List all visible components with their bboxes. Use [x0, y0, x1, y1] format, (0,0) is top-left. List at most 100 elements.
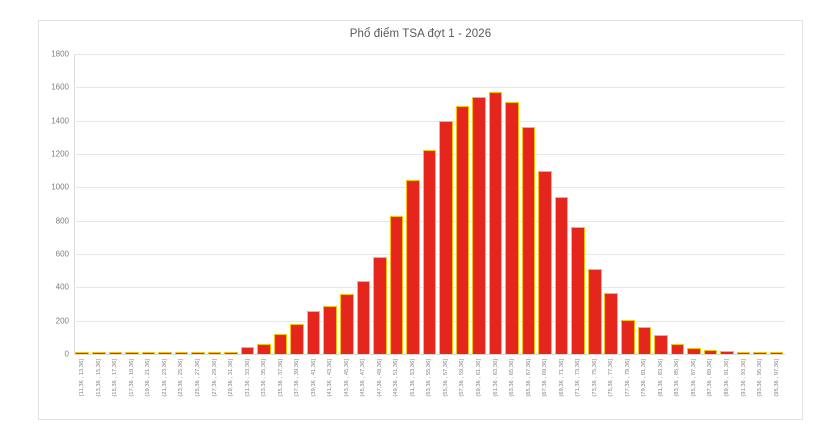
y-axis-tick-label: 1200 — [51, 149, 69, 159]
bar[interactable] — [108, 351, 123, 354]
x-label-slot: (33,36 , 35,36] — [256, 357, 273, 417]
bar[interactable] — [75, 351, 90, 354]
x-axis-tick-label: (17,36 , 19,36] — [128, 359, 135, 397]
chart-title: Phổ điểm TSA đợt 1 - 2026 — [349, 28, 492, 40]
bar[interactable] — [240, 346, 255, 354]
x-axis-tick-label: (15,36 , 17,36] — [112, 359, 119, 397]
bar[interactable] — [455, 105, 470, 354]
bar[interactable] — [505, 102, 519, 354]
bar[interactable] — [687, 348, 701, 354]
bar[interactable] — [224, 351, 238, 354]
bar[interactable] — [654, 334, 668, 354]
bar[interactable] — [720, 351, 734, 354]
bar-slot — [223, 54, 240, 354]
bar[interactable] — [373, 257, 387, 354]
bar[interactable] — [406, 179, 420, 354]
x-axis-tick-label: (47,36 , 49,36] — [376, 359, 383, 397]
bar-slot — [471, 54, 488, 354]
x-label-slot: (47,36 , 49,36] — [372, 357, 389, 417]
bar[interactable] — [488, 91, 503, 354]
bar[interactable] — [323, 305, 337, 354]
x-axis-tick-label: (79,36 , 81,36] — [641, 359, 648, 397]
y-axis-tick-label: 600 — [55, 249, 69, 259]
bar[interactable] — [174, 351, 189, 354]
bar[interactable] — [621, 319, 635, 354]
bar[interactable] — [389, 215, 404, 354]
x-label-slot: (37,36 , 39,36] — [289, 357, 306, 417]
bar-slot — [636, 54, 653, 354]
bar[interactable] — [604, 293, 619, 354]
bar-slot — [586, 54, 603, 354]
bar[interactable] — [158, 351, 172, 354]
x-axis-tick-label: (31,36 , 33,36] — [244, 359, 251, 397]
x-label-slot: (15,36 , 17,36] — [107, 357, 124, 417]
x-label-slot: (89,36 , 91,36] — [719, 357, 736, 417]
bar-slot — [173, 54, 190, 354]
x-label-slot: (91,36 , 93,36] — [735, 357, 752, 417]
bar[interactable] — [472, 96, 486, 354]
bar-slot — [339, 54, 356, 354]
x-axis-tick-label: (19,36 , 21,36] — [145, 359, 152, 397]
x-label-slot: (21,36 , 23,36] — [157, 357, 174, 417]
bar[interactable] — [554, 196, 569, 354]
bar-slot — [620, 54, 637, 354]
bar[interactable] — [587, 269, 602, 354]
bar-slot — [702, 54, 719, 354]
x-axis-tick-label: (23,36 , 25,36] — [178, 359, 185, 397]
x-axis-tick-label: (33,36 , 35,36] — [261, 359, 268, 397]
bar-slot — [487, 54, 504, 354]
x-axis-tick-label: (63,36 , 65,36] — [509, 359, 516, 397]
x-axis-tick-label: (55,36 , 57,36] — [442, 359, 449, 397]
bar[interactable] — [422, 149, 437, 354]
x-label-slot: (29,36 , 31,36] — [223, 357, 240, 417]
x-axis-tick-label: (71,36 , 73,36] — [575, 359, 582, 397]
bar-slot — [570, 54, 587, 354]
x-axis-tick-label: (43,36 , 45,36] — [343, 359, 350, 397]
bar-slot — [719, 54, 736, 354]
bar[interactable] — [339, 294, 354, 354]
bar-slot — [405, 54, 422, 354]
bar[interactable] — [538, 170, 552, 354]
bar[interactable] — [703, 349, 718, 354]
x-axis-tick-label: (85,36 , 87,36] — [690, 359, 697, 397]
bar[interactable] — [769, 351, 784, 354]
bar[interactable] — [439, 120, 453, 354]
bar[interactable] — [521, 126, 536, 354]
bar[interactable] — [571, 227, 585, 354]
bar[interactable] — [191, 351, 205, 354]
x-label-slot: (17,36 , 19,36] — [124, 357, 141, 417]
x-axis-tick-label: (81,36 , 83,36] — [657, 359, 664, 397]
x-label-slot: (41,36 , 43,36] — [322, 357, 339, 417]
x-label-slot: (27,36 , 29,36] — [206, 357, 223, 417]
bar-slot — [140, 54, 157, 354]
bar[interactable] — [290, 324, 304, 354]
x-axis-tick-label: (95,36 , 97,36] — [773, 359, 780, 397]
chart-container: Phổ điểm TSA đợt 1 - 2026 0 200 400 600 800 1… — [38, 20, 803, 420]
x-label-slot: (45,36 , 47,36] — [355, 357, 372, 417]
bar[interactable] — [637, 327, 652, 354]
x-label-slot: (39,36 , 41,36] — [305, 357, 322, 417]
x-axis-tick-label: (73,36 , 75,36] — [591, 359, 598, 397]
x-axis-tick-label: [11,36 , 13,36] — [79, 359, 86, 396]
y-axis-tick-label: 200 — [55, 316, 69, 326]
bar[interactable] — [273, 334, 288, 354]
y-axis-tick-label: 400 — [55, 282, 69, 292]
bar[interactable] — [753, 351, 767, 354]
bar[interactable] — [306, 310, 321, 354]
bar[interactable] — [736, 351, 751, 354]
gridline — [74, 87, 785, 89]
x-label-slot: (81,36 , 83,36] — [653, 357, 670, 417]
bar-slot — [305, 54, 322, 354]
bar[interactable] — [92, 351, 106, 354]
bar[interactable] — [125, 351, 139, 354]
gridline — [74, 54, 785, 55]
bar[interactable] — [670, 344, 685, 354]
bar-slot — [289, 54, 306, 354]
bar[interactable] — [141, 351, 156, 354]
x-label-slot: (61,36 , 63,36] — [487, 357, 504, 417]
x-label-slot: (87,36 , 89,36] — [702, 357, 719, 417]
bar[interactable] — [257, 344, 271, 354]
bar[interactable] — [207, 351, 222, 354]
x-label-slot: (69,36 , 71,36] — [553, 357, 570, 417]
bar[interactable] — [356, 280, 371, 354]
